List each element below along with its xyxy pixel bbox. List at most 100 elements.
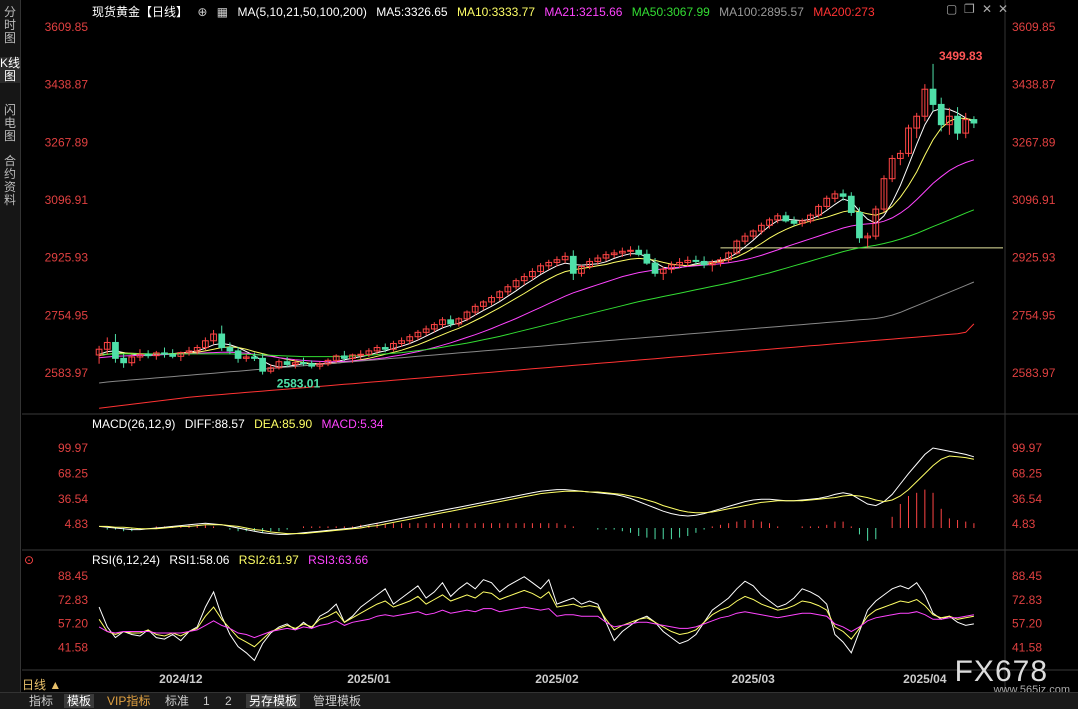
candle-body bbox=[471, 305, 479, 313]
macd-ytick-tick-left: 36.54 bbox=[58, 492, 88, 506]
candle-body bbox=[496, 291, 504, 299]
candle-body bbox=[954, 115, 961, 134]
candle-body bbox=[553, 259, 561, 263]
candle-body bbox=[896, 152, 904, 159]
candle-body bbox=[455, 318, 463, 325]
main-ytick-tick-right: 3267.89 bbox=[1012, 135, 1056, 149]
candle-body bbox=[757, 224, 765, 232]
candle-body bbox=[905, 127, 912, 154]
sidebar-tab-contract-info[interactable]: 合约资料 bbox=[3, 154, 16, 207]
macd-ytick-tick-left: 4.83 bbox=[65, 517, 89, 531]
candle-body bbox=[643, 253, 651, 264]
candle-body bbox=[823, 197, 831, 207]
ma50-line bbox=[99, 209, 975, 358]
rsi-ytick-tick-right: 57.20 bbox=[1012, 617, 1042, 631]
tab-standard[interactable]: 标准 bbox=[165, 694, 190, 708]
macd-diff-line bbox=[99, 447, 975, 535]
candle-body bbox=[741, 235, 749, 242]
main-ytick-tick-left: 2583.97 bbox=[45, 366, 89, 380]
candle-body bbox=[627, 249, 634, 252]
ma-label: MA(5,10,21,50,100,200) bbox=[237, 5, 367, 19]
candle-body bbox=[668, 264, 675, 270]
rsi-settings-icon[interactable]: ⊙ bbox=[24, 553, 35, 567]
candle-body bbox=[970, 119, 978, 124]
rsi1-value: RSI1:58.06 bbox=[169, 553, 230, 567]
candle-body bbox=[324, 359, 332, 365]
add-icon[interactable]: ⊕ bbox=[197, 5, 208, 19]
candle-body bbox=[708, 261, 716, 266]
main-ytick-tick-right: 3096.91 bbox=[1012, 193, 1056, 207]
candle-body bbox=[676, 261, 683, 266]
instrument-title: 现货黄金【日线】 bbox=[92, 5, 189, 19]
rsi-ytick-tick-left: 41.58 bbox=[58, 640, 88, 654]
tab-vip-indicators[interactable]: VIP指标 bbox=[107, 694, 151, 708]
candle-body bbox=[602, 254, 610, 259]
square-icon[interactable]: ▢ bbox=[946, 2, 958, 16]
macd-dea-line bbox=[99, 455, 974, 535]
macd-ytick-tick-right: 4.83 bbox=[1012, 517, 1036, 531]
gear-icon[interactable]: ✕ bbox=[982, 2, 993, 16]
ma100-value: MA100:2895.57 bbox=[719, 5, 804, 19]
candle-body bbox=[733, 240, 741, 254]
candle-body bbox=[545, 261, 553, 267]
candle-body bbox=[569, 255, 577, 274]
candle-body bbox=[316, 363, 324, 367]
rsi2-value: RSI2:61.97 bbox=[238, 553, 299, 567]
sidebar-tab-lightning[interactable]: 闪电图 bbox=[3, 103, 16, 143]
rsi-ytick-tick-left: 72.83 bbox=[58, 593, 88, 607]
rsi2-line bbox=[98, 589, 974, 648]
candle-body bbox=[128, 356, 136, 364]
candle-body bbox=[357, 353, 365, 356]
main-ytick-tick-left: 3438.87 bbox=[45, 78, 89, 92]
main-ytick-tick-left: 3609.85 bbox=[45, 20, 89, 34]
rsi-ytick-tick-right: 41.58 bbox=[1012, 640, 1042, 654]
sidebar-tab-kline[interactable]: K线图 bbox=[0, 56, 21, 83]
macd-ytick-tick-left: 68.25 bbox=[58, 466, 88, 480]
candle-body bbox=[888, 157, 896, 180]
candle-body bbox=[488, 297, 495, 303]
candle-body bbox=[308, 363, 316, 367]
candle-body bbox=[520, 276, 528, 282]
candle-body bbox=[193, 347, 201, 352]
candle-body bbox=[586, 260, 594, 267]
tab-template-2[interactable]: 2 bbox=[225, 694, 232, 708]
candle-body bbox=[251, 356, 258, 359]
candle-body bbox=[839, 193, 847, 197]
chart-canvas[interactable]: 3609.85 3609.85 3438.87 3438.87 3267.89 3267.… bbox=[0, 0, 1078, 692]
ma5-value: MA5:3326.65 bbox=[376, 5, 448, 19]
candle-body bbox=[234, 350, 242, 359]
close-icon[interactable]: ✕ bbox=[998, 2, 1009, 16]
main-ytick-tick-left: 2754.95 bbox=[45, 308, 89, 322]
candle-body bbox=[504, 286, 512, 293]
candle-body bbox=[414, 331, 422, 338]
sidebar-tab-timeshare[interactable]: 分时图 bbox=[3, 5, 16, 45]
ma5-line bbox=[98, 107, 975, 368]
candle-body bbox=[226, 347, 234, 352]
candle-body bbox=[512, 280, 520, 288]
candle-body bbox=[398, 340, 405, 344]
save-template-button[interactable]: 另存模板 bbox=[246, 694, 301, 708]
candle-body bbox=[365, 350, 373, 355]
manage-templates-button[interactable]: 管理模板 bbox=[313, 694, 362, 708]
copy-icon[interactable]: ❐ bbox=[964, 2, 975, 16]
candle-body bbox=[430, 324, 438, 330]
ma-settings-icon[interactable]: ▦ bbox=[216, 5, 229, 19]
ma21-line bbox=[99, 159, 975, 363]
candle-body bbox=[185, 350, 193, 354]
tab-indicators[interactable]: 指标 bbox=[29, 694, 54, 708]
candle-body bbox=[578, 265, 585, 274]
period-selector[interactable]: 日线 ▲ bbox=[22, 678, 62, 692]
candle-body bbox=[529, 271, 536, 278]
candle-body bbox=[872, 208, 880, 237]
tab-template-1[interactable]: 1 bbox=[203, 694, 210, 708]
ma10-value: MA10:3333.77 bbox=[456, 5, 536, 19]
candle-body bbox=[717, 259, 724, 263]
candle-body bbox=[479, 301, 487, 307]
macd-ytick-tick-right: 68.25 bbox=[1012, 466, 1042, 480]
candle-body bbox=[267, 367, 275, 372]
price-annotation: 3499.83 bbox=[939, 49, 983, 63]
tab-templates[interactable]: 模板 bbox=[64, 694, 95, 708]
candle-body bbox=[332, 355, 340, 361]
candle-body bbox=[242, 356, 250, 359]
candle-body bbox=[373, 347, 381, 352]
